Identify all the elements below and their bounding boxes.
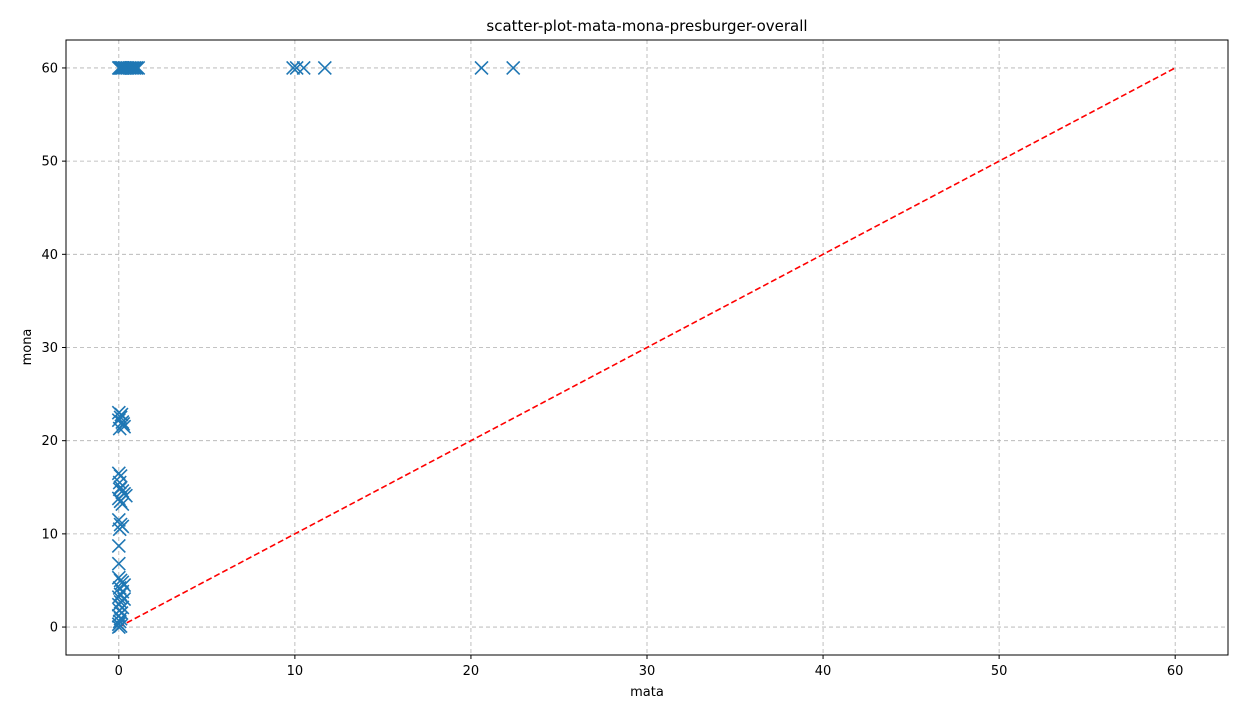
- x-tick-label: 50: [991, 664, 1008, 679]
- y-axis-label: mona: [20, 329, 35, 366]
- x-tick-label: 10: [287, 664, 304, 679]
- y-tick-label: 30: [41, 341, 58, 356]
- x-tick-label: 30: [639, 664, 656, 679]
- y-tick-label: 40: [41, 248, 58, 263]
- scatter-point: [112, 614, 127, 629]
- points-layer: [111, 60, 521, 635]
- x-tick-label: 0: [115, 664, 123, 679]
- scatter-point: [125, 60, 140, 76]
- y-axis-ticks: 0 10 20 30 40 50 60: [41, 61, 66, 636]
- reference-line-layer: [118, 67, 1176, 628]
- x-tick-label: 20: [463, 664, 480, 679]
- scatter-point: [124, 60, 139, 76]
- scatter-point: [506, 60, 521, 76]
- y-tick-label: 0: [50, 621, 58, 636]
- scatter-point: [112, 522, 127, 537]
- scatter-point: [117, 419, 132, 434]
- x-tick-label: 40: [815, 664, 832, 679]
- x-axis-label: mata: [630, 685, 664, 700]
- scatter-point: [129, 60, 144, 76]
- y-tick-label: 10: [41, 527, 58, 542]
- x-axis-ticks: 0 10 20 30 40 50 60: [115, 655, 1184, 679]
- scatter-point: [111, 413, 126, 428]
- scatter-point: [113, 469, 128, 484]
- scatter-point: [113, 619, 128, 634]
- scatter-point: [111, 556, 126, 571]
- scatter-point: [115, 496, 130, 512]
- scatter-point: [474, 60, 489, 76]
- scatter-point: [127, 60, 142, 76]
- x-tick-label: 60: [1167, 664, 1184, 679]
- chart-title: scatter-plot-mata-mona-presburger-overal…: [486, 17, 807, 35]
- y-tick-label: 60: [41, 61, 58, 76]
- y-tick-label: 20: [41, 434, 58, 449]
- scatter-point: [131, 60, 146, 76]
- scatter-point: [286, 60, 301, 76]
- scatter-point: [112, 475, 127, 490]
- scatter-point: [111, 538, 126, 554]
- scatter-point: [317, 60, 332, 76]
- scatter-point: [289, 60, 304, 76]
- scatter-point: [112, 482, 127, 497]
- scatter-point: [296, 60, 311, 76]
- y-tick-label: 50: [41, 155, 58, 170]
- scatter-point: [113, 611, 128, 626]
- scatter-point: [111, 590, 126, 605]
- reference-line: [118, 67, 1176, 628]
